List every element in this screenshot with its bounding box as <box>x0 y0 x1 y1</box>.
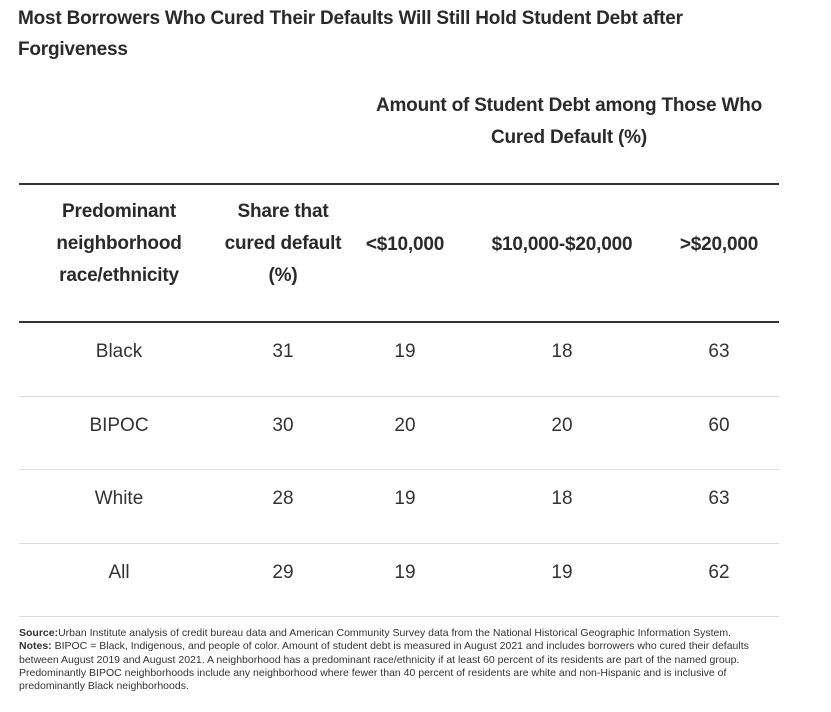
header-bottom-rule <box>19 321 779 323</box>
row-label-all: All <box>108 562 130 583</box>
row-label-black: Black <box>95 341 143 362</box>
notes-note: Notes: BIPOC = Black, Indigenous, and pe… <box>19 640 781 693</box>
cell-bipoc-10k-20k: 20 <box>551 415 573 436</box>
cell-white-10k-20k: 18 <box>551 488 573 509</box>
col-header-10k-20k: $10,000-$20,000 <box>491 234 633 255</box>
cell-all-over-20k: 62 <box>708 562 730 583</box>
cell-all-under-10k: 19 <box>394 562 416 583</box>
header-top-rule <box>19 183 779 185</box>
cell-all-share: 29 <box>272 562 294 583</box>
col-header-under-10k: <$10,000 <box>365 234 445 255</box>
col-header-race: Predominant neighborhood race/ethnicity <box>56 201 182 286</box>
cell-white-under-10k: 19 <box>394 488 416 509</box>
col-header-over-20k: >$20,000 <box>679 234 759 255</box>
cell-all-10k-20k: 19 <box>551 562 573 583</box>
footnotes: Source:Urban Institute analysis of credi… <box>19 627 781 693</box>
source-note: Source:Urban Institute analysis of credi… <box>19 627 781 640</box>
cell-black-share: 31 <box>272 341 294 362</box>
cell-black-over-20k: 63 <box>708 341 730 362</box>
source-text: Urban Institute analysis of credit burea… <box>58 627 731 639</box>
group-header: Amount of Student Debt among Those Who C… <box>375 95 763 148</box>
chart-title: Most Borrowers Who Cured Their Defaults … <box>18 8 683 60</box>
notes-label: Notes: <box>19 640 52 653</box>
cell-black-under-10k: 19 <box>394 341 416 362</box>
row-label-bipoc: BIPOC <box>89 415 149 436</box>
cell-bipoc-share: 30 <box>272 415 294 436</box>
row-divider <box>19 396 779 397</box>
cell-bipoc-over-20k: 60 <box>708 415 730 436</box>
cell-white-over-20k: 63 <box>708 488 730 509</box>
source-label: Source: <box>19 627 59 639</box>
cell-black-10k-20k: 18 <box>551 341 573 362</box>
notes-text: BIPOC = Black, Indigenous, and people of… <box>19 640 749 693</box>
cell-white-share: 28 <box>272 488 294 509</box>
col-header-share: Share that cured default (%) <box>224 201 342 286</box>
row-divider <box>19 469 779 470</box>
row-divider <box>19 543 779 544</box>
row-divider <box>19 616 779 617</box>
cell-bipoc-under-10k: 20 <box>394 415 416 436</box>
row-label-white: White <box>94 488 144 509</box>
